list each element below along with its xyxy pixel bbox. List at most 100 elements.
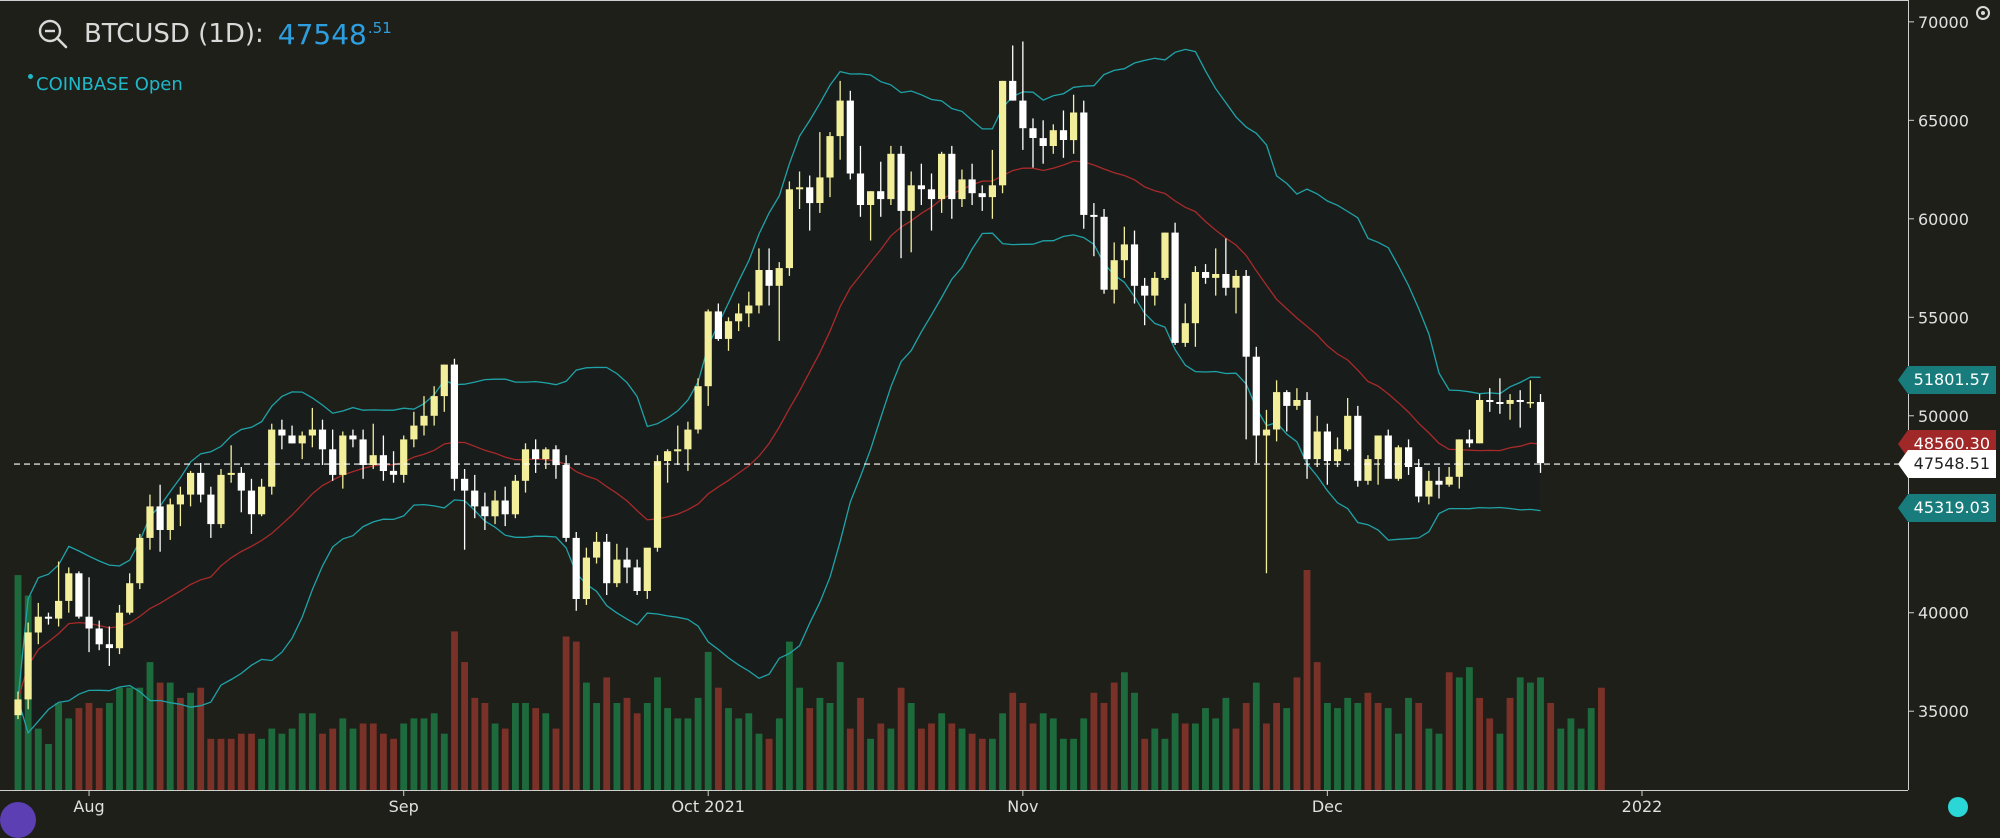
candle-body [329,449,337,475]
candle-body [1536,402,1545,464]
volume-bar [968,733,976,790]
volume-bar [522,703,529,790]
gear-icon[interactable] [1972,2,1994,24]
volume-bar [1232,728,1240,790]
volume-bar [1039,713,1047,790]
basis-line [17,160,1541,700]
candle-body [1110,260,1118,290]
candle-body [1516,400,1524,402]
y-tick-label: 35000 [1918,702,1969,721]
volume-bar [1354,703,1362,790]
candle-body [207,494,215,525]
upper-band-label: 51801.57 [1897,366,1996,395]
candle-body [501,500,509,515]
candle-body [1019,100,1027,129]
x-tick-label: Oct 2021 [671,797,744,816]
candle-body [1070,112,1078,141]
zoom-out-icon[interactable] [36,17,70,51]
volume-bar [1364,692,1372,790]
volume-bar [918,728,925,790]
volume-bar [349,728,357,790]
volume-bar [1181,723,1189,790]
volume-bar [1100,703,1108,790]
candle-body [1242,275,1250,357]
volume-bar [1060,738,1067,790]
candle-body [1323,431,1331,461]
volume-bar [440,733,448,790]
candle-body [856,173,865,205]
candle-body [674,449,682,452]
candle-body [268,429,276,487]
volume-bar [643,703,651,790]
volume-bar [481,703,489,790]
volume-bar [126,687,134,790]
candle-body [867,191,875,205]
candle-body [1374,435,1382,460]
volume-bar [1121,672,1128,790]
candle-body [14,699,22,716]
candle-body [978,193,986,198]
candle-body [521,449,530,481]
candle-body [85,616,93,629]
volume-bar [1435,733,1443,790]
volume-bar [1070,738,1077,790]
candle-body [1303,400,1311,460]
candle-body [877,191,885,200]
volume-bar [887,728,895,790]
candle-body [775,268,783,286]
axes: 7000065000600005500050000450004000035000… [0,0,1969,816]
candle-body [785,189,793,269]
volume-bar [552,728,560,790]
candle-body [400,439,408,475]
candle-body [65,573,73,601]
candle-body [846,100,854,174]
volume-bar [715,687,722,790]
candle-body [369,455,377,465]
y-tick-label: 50000 [1918,407,1969,426]
volume-bar [237,733,245,790]
candle-body [258,486,266,515]
candle-body [491,500,499,517]
candle-body [745,305,753,314]
volume-bar [1537,677,1544,790]
candle-body [461,478,469,491]
candle-body [1293,400,1301,406]
volume-bar [1598,687,1605,790]
volume-bar [1527,682,1534,790]
x-tick-label: 2022 [1622,797,1663,816]
volume-bar [562,636,570,790]
candle-body [126,583,134,613]
volume-bar [1080,718,1088,790]
upper-band-line [17,48,1541,700]
volume-bar [1293,677,1301,790]
candle-body [532,449,540,460]
status-dot-icon [28,74,33,79]
y-tick-label: 65000 [1918,111,1969,130]
candle-body [593,541,601,558]
volume-bar [1486,718,1494,790]
volume-bar [207,738,215,790]
volume-bar [166,682,174,790]
candle-body [1273,392,1281,430]
candle-body [176,494,184,505]
volume-bar [14,575,22,790]
candle-body [1130,244,1139,286]
y-tick-label: 70000 [1918,13,1969,32]
candle-body [603,541,611,584]
candle-body [318,429,327,450]
y-tick-label: 55000 [1918,308,1969,327]
live-indicator-icon[interactable] [1948,797,1968,817]
candle-body [694,386,702,430]
exchange-status: COINBASE Open [28,74,183,95]
candle-body [643,547,651,591]
volume-bar [1466,667,1473,790]
volume-bar [1496,733,1504,790]
volume-bar [735,718,743,790]
volume-bar [745,713,753,790]
volume-bar [1303,570,1311,790]
candle-body [927,189,936,200]
candle-body [968,179,976,194]
candle-body [826,136,834,178]
trend-logo-icon[interactable] [0,802,36,838]
